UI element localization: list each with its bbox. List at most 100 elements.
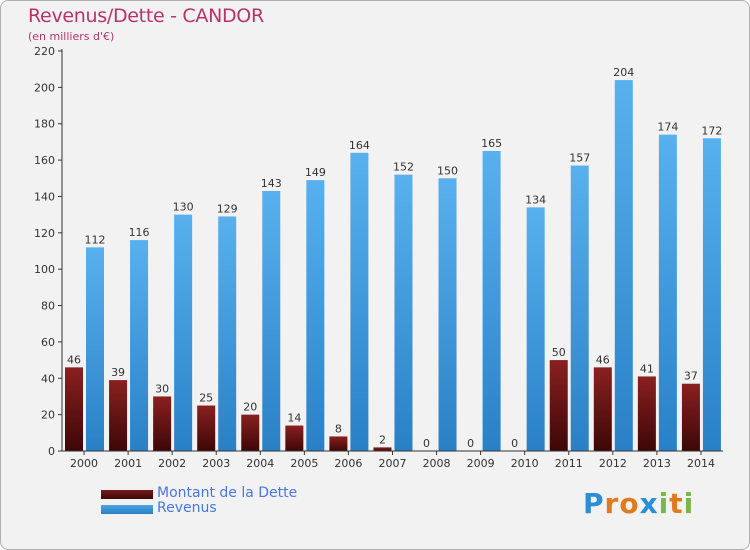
debt-bar xyxy=(153,396,172,451)
y-tick-label: 60 xyxy=(41,336,55,349)
y-tick-label: 200 xyxy=(34,81,55,94)
legend-label-debt: Montant de la Dette xyxy=(157,485,298,501)
revenue-bar xyxy=(86,247,104,451)
y-tick-label: 100 xyxy=(34,263,55,276)
brand-letter: r xyxy=(604,487,620,520)
debt-value-label: 0 xyxy=(467,437,474,450)
revenue-bar xyxy=(570,165,589,451)
revenue-value-label: 112 xyxy=(85,233,106,246)
x-tick-label: 2013 xyxy=(643,457,671,470)
revenue-value-label: 143 xyxy=(261,177,282,190)
x-tick-label: 2008 xyxy=(423,457,451,470)
x-tick-label: 2002 xyxy=(158,457,186,470)
revenue-value-label: 204 xyxy=(613,66,634,79)
x-tick-label: 2006 xyxy=(334,457,362,470)
debt-bar xyxy=(197,405,216,451)
brand-letter: o xyxy=(619,487,640,520)
revenue-value-label: 116 xyxy=(129,226,150,239)
revenue-bar xyxy=(350,152,369,451)
revenue-bar xyxy=(262,191,281,451)
brand-letter: P xyxy=(583,487,605,520)
revenue-value-label: 134 xyxy=(525,193,546,206)
revenue-value-label: 150 xyxy=(437,164,458,177)
revenue-value-label: 164 xyxy=(349,139,370,152)
chart-title: Revenus/Dette - CANDOR xyxy=(28,5,264,27)
debt-bar xyxy=(681,383,700,451)
revenue-value-label: 157 xyxy=(569,152,590,165)
debt-value-label: 46 xyxy=(596,353,610,366)
debt-value-label: 2 xyxy=(379,433,386,446)
x-tick-label: 2003 xyxy=(202,457,230,470)
debt-value-label: 20 xyxy=(243,401,257,414)
x-tick-label: 2007 xyxy=(379,457,407,470)
revenue-value-label: 152 xyxy=(393,161,414,174)
revenue-bar xyxy=(394,174,413,452)
revenue-bar xyxy=(614,80,633,451)
debt-value-label: 8 xyxy=(335,422,342,435)
y-tick-label: 140 xyxy=(34,190,55,203)
revenue-bar xyxy=(526,207,545,451)
x-tick-label: 2010 xyxy=(511,457,539,470)
revenue-bar xyxy=(438,178,457,452)
y-tick-label: 80 xyxy=(41,300,55,313)
x-tick-label: 2012 xyxy=(599,457,627,470)
y-tick-label: 120 xyxy=(34,227,55,240)
revenue-value-label: 130 xyxy=(173,201,194,214)
y-tick-label: 0 xyxy=(48,445,55,458)
revenue-bar xyxy=(130,240,149,451)
proxiti-logo: Proxiti xyxy=(583,487,694,520)
debt-bar xyxy=(65,367,83,451)
x-tick-label: 2000 xyxy=(70,457,98,470)
debt-value-label: 0 xyxy=(423,437,430,450)
revenue-bar xyxy=(174,214,193,451)
y-tick-label: 180 xyxy=(34,118,55,131)
brand-letter: i xyxy=(683,487,695,520)
y-tick-label: 20 xyxy=(41,409,55,422)
x-tick-label: 2004 xyxy=(246,457,274,470)
debt-value-label: 46 xyxy=(67,353,81,366)
x-tick-label: 2005 xyxy=(290,457,318,470)
revenue-bar xyxy=(218,216,237,451)
debt-bar xyxy=(373,447,392,451)
revenue-bar xyxy=(702,138,721,452)
debt-value-label: 41 xyxy=(640,362,654,375)
debt-bar xyxy=(241,414,260,451)
x-tick-label: 2011 xyxy=(555,457,583,470)
revenue-value-label: 129 xyxy=(217,202,238,215)
revenue-value-label: 174 xyxy=(657,121,678,134)
y-tick-label: 160 xyxy=(34,154,55,167)
legend-label-revenue: Revenus xyxy=(157,500,217,516)
revenue-value-label: 172 xyxy=(701,124,722,137)
revenue-bar xyxy=(306,180,325,451)
brand-letter: x xyxy=(639,487,659,520)
brand-letter: i xyxy=(658,487,670,520)
revenue-bar xyxy=(482,151,501,451)
debt-value-label: 39 xyxy=(111,366,125,379)
x-tick-label: 2009 xyxy=(467,457,495,470)
chart-subtitle: (en milliers d'€) xyxy=(28,30,115,43)
debt-bar xyxy=(593,367,612,451)
debt-value-label: 30 xyxy=(155,382,169,395)
x-tick-label: 2014 xyxy=(687,457,715,470)
debt-value-label: 37 xyxy=(684,370,698,383)
debt-bar xyxy=(329,436,348,451)
revenue-value-label: 149 xyxy=(305,166,326,179)
revenue-value-label: 165 xyxy=(481,137,502,150)
y-tick-label: 220 xyxy=(34,45,55,58)
debt-value-label: 0 xyxy=(511,437,518,450)
debt-bar xyxy=(109,380,128,451)
debt-value-label: 50 xyxy=(552,346,566,359)
legend-swatch-debt xyxy=(101,490,153,499)
debt-bar xyxy=(549,360,568,451)
legend-swatch-revenue xyxy=(101,505,153,514)
debt-value-label: 25 xyxy=(199,392,213,405)
y-tick-label: 40 xyxy=(41,372,55,385)
x-tick-label: 2001 xyxy=(114,457,142,470)
revenue-bar xyxy=(658,134,677,452)
debt-value-label: 14 xyxy=(287,412,301,425)
brand-letter: t xyxy=(669,487,684,520)
debt-bar xyxy=(285,425,304,451)
debt-bar xyxy=(637,376,656,451)
